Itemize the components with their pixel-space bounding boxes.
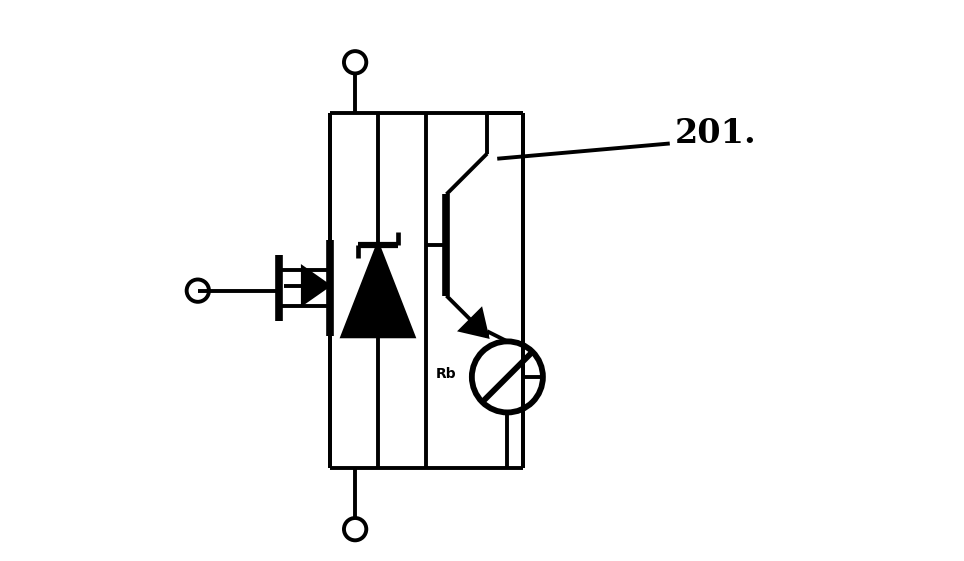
Polygon shape — [303, 268, 328, 304]
Polygon shape — [461, 310, 487, 337]
Text: 201.: 201. — [675, 117, 757, 150]
Text: Rb: Rb — [436, 367, 457, 381]
Polygon shape — [342, 245, 414, 337]
